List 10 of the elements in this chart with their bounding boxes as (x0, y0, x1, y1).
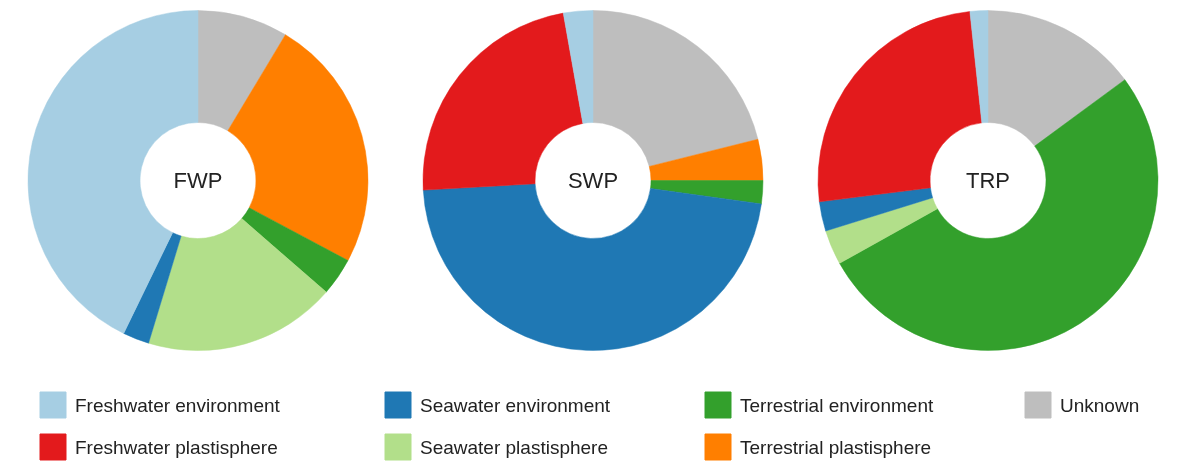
text: SWP (567, 168, 619, 193)
legend-label: Seawater plastisphere (420, 436, 608, 458)
text: FWP (173, 168, 223, 193)
legend-label: Seawater environment (420, 394, 611, 416)
legend-label: Freshwater environment (75, 394, 281, 416)
legend-label: Unknown (1060, 394, 1140, 416)
text: TRP (966, 168, 1010, 193)
legend-label: Freshwater plastisphere (75, 436, 278, 458)
legend-label: Terrestrial environment (740, 394, 934, 416)
legend-label: Terrestrial plastisphere (740, 436, 932, 458)
